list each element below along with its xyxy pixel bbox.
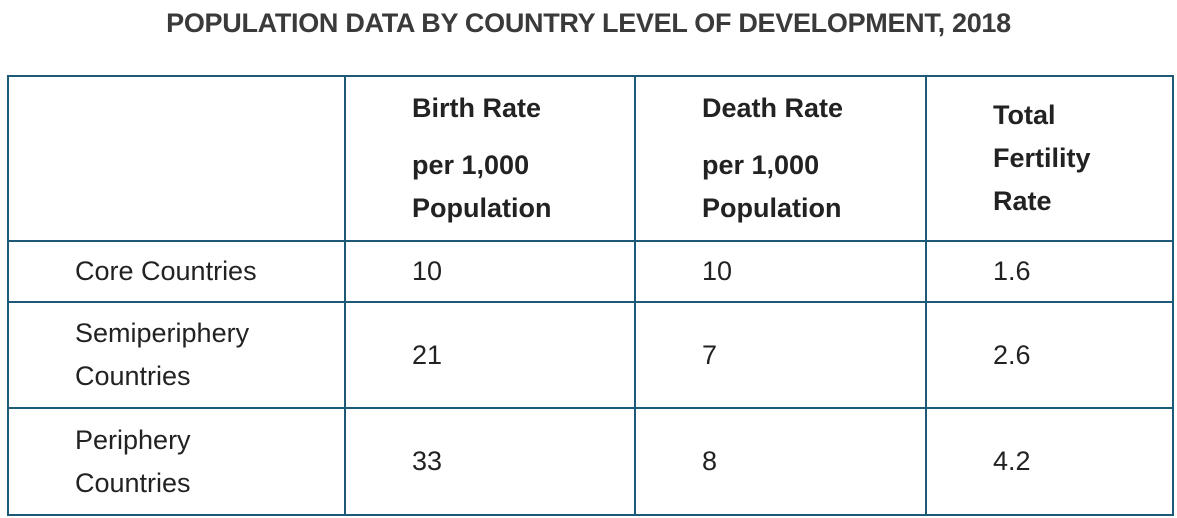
header-death-rate-line2: per 1,000 — [702, 150, 820, 180]
header-birth-rate-line2: per 1,000 — [412, 150, 530, 180]
header-death-rate: Death Rate per 1,000 Population — [634, 75, 927, 242]
header-fertility-line3: Rate — [993, 186, 1052, 216]
table-header-row: Birth Rate per 1,000 Population Death Ra… — [7, 75, 1174, 242]
cell-birth-rate: 33 — [344, 407, 636, 516]
header-death-rate-line3: Population — [702, 193, 842, 223]
cell-death-rate: 7 — [634, 301, 927, 409]
cell-fertility-rate: 1.6 — [925, 240, 1174, 303]
header-fertility-line2: Fertility — [993, 143, 1091, 173]
header-birth-rate-line1: Birth Rate — [412, 93, 542, 123]
population-table: Birth Rate per 1,000 Population Death Ra… — [7, 75, 1174, 516]
row-label-core-countries: Core Countries — [7, 240, 346, 303]
table-row: Core Countries 10 10 1.6 — [7, 240, 1174, 303]
header-corner-cell — [7, 75, 346, 242]
cell-death-rate: 10 — [634, 240, 927, 303]
header-birth-rate: Birth Rate per 1,000 Population — [344, 75, 636, 242]
page-title: POPULATION DATA BY COUNTRY LEVEL OF DEVE… — [166, 8, 1011, 38]
header-total-fertility-rate: Total Fertility Rate — [925, 75, 1174, 242]
table-row: Semiperiphery Countries 21 7 2.6 — [7, 301, 1174, 409]
row-label-semiperiphery-countries: Semiperiphery Countries — [7, 301, 346, 409]
cell-birth-rate: 10 — [344, 240, 636, 303]
header-fertility-line1: Total — [993, 100, 1056, 130]
cell-death-rate: 8 — [634, 407, 927, 516]
cell-fertility-rate: 2.6 — [925, 301, 1174, 409]
header-birth-rate-line3: Population — [412, 193, 552, 223]
table-row: Periphery Countries 33 8 4.2 — [7, 407, 1174, 516]
cell-birth-rate: 21 — [344, 301, 636, 409]
row-label-periphery-countries: Periphery Countries — [7, 407, 346, 516]
header-death-rate-line1: Death Rate — [702, 93, 844, 123]
cell-fertility-rate: 4.2 — [925, 407, 1174, 516]
